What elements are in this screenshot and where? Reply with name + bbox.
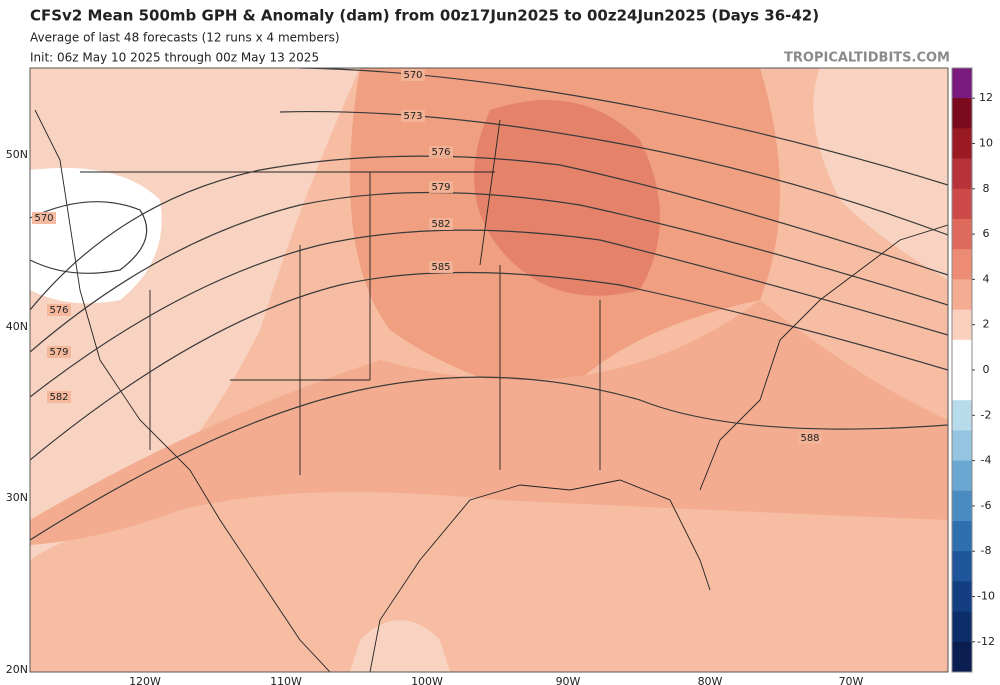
colorbar-swatch <box>952 460 972 492</box>
longitude-label: 110W <box>270 675 302 685</box>
title: CFSv2 Mean 500mb GPH & Anomaly (dam) fro… <box>30 7 819 25</box>
coastline <box>34 109 948 672</box>
contour-label: 585 <box>431 262 450 273</box>
latitude-label: 40N <box>6 320 28 333</box>
contour-label-bg <box>401 69 425 81</box>
colorbar-swatch <box>952 400 972 431</box>
colorbar-swatch <box>952 581 972 613</box>
contour-label: 579 <box>431 182 450 193</box>
colorbar-tick-label: 0 <box>983 363 990 376</box>
colorbar-tick-label: -12 <box>977 635 995 648</box>
contour <box>30 201 148 274</box>
colorbar-swatch <box>952 128 972 160</box>
colorbar-swatch <box>952 370 972 401</box>
colorbar-tick-label: 4 <box>983 272 990 285</box>
colorbar-swatch <box>952 309 972 341</box>
colorbar-tick-label: 2 <box>983 318 990 331</box>
contour-label: 579 <box>49 347 68 358</box>
colorbar-swatch <box>952 188 972 220</box>
contour-label-bg <box>47 304 71 316</box>
colorbar-tick-label: -8 <box>981 544 992 557</box>
colorbar-swatch <box>952 68 972 99</box>
colorbar-swatch <box>952 249 972 280</box>
anomaly-max <box>474 100 660 296</box>
colorbar-tick-label: 8 <box>983 182 990 195</box>
anomaly-neutral <box>30 168 162 304</box>
colorbar-tick-label: -4 <box>981 454 992 467</box>
colorbar-swatch <box>952 490 972 522</box>
latitude-label: 30N <box>6 491 28 504</box>
contour-label-bg <box>47 391 71 403</box>
longitude-label: 90W <box>556 675 581 685</box>
longitude-labels: 120W 110W 100W 90W 80W 70W <box>129 675 863 685</box>
colorbar-swatch <box>952 641 972 673</box>
contour-label-bg <box>429 218 453 230</box>
contour <box>299 68 948 186</box>
contour-label-bg <box>429 146 453 158</box>
state-borders <box>80 119 601 475</box>
contour-label: 570 <box>34 213 53 224</box>
longitude-label: 120W <box>129 675 161 685</box>
contour-label-bg <box>429 181 453 193</box>
contour-label-bg <box>429 261 453 273</box>
colorbar-swatch <box>952 158 972 190</box>
init-time: Init: 06z May 10 2025 through 00z May 13… <box>30 51 319 65</box>
subtitle: Average of last 48 forecasts (12 runs x … <box>30 31 340 45</box>
contour-label: 582 <box>49 392 68 403</box>
latitude-label: 50N <box>6 148 28 161</box>
colorbar-swatch <box>952 219 972 250</box>
map-frame <box>29 67 949 673</box>
contour-label: 582 <box>431 219 450 230</box>
colorbar-swatch <box>952 430 972 462</box>
colorbar-swatch <box>952 611 972 643</box>
contour-label-bg <box>798 432 822 444</box>
contour <box>30 271 948 461</box>
contour-label-bg <box>47 346 71 358</box>
credit: TROPICALTIDBITS.COM <box>784 51 950 66</box>
colorbar-swatch <box>952 279 972 311</box>
longitude-label: 80W <box>698 675 723 685</box>
longitude-label: 100W <box>411 675 443 685</box>
contour-label: 570 <box>403 70 422 81</box>
contour-label: 576 <box>49 305 68 316</box>
colorbar-swatch <box>952 98 972 129</box>
contour <box>30 229 948 398</box>
contour-label-bg <box>401 110 425 122</box>
colorbar-swatch <box>952 521 972 552</box>
colorbar-tick-label: 6 <box>983 227 990 240</box>
contour-label: 573 <box>403 111 422 122</box>
colorbar-tick-label: 10 <box>979 137 993 150</box>
contour <box>279 110 948 236</box>
longitude-label: 70W <box>839 675 864 685</box>
contour <box>30 376 948 541</box>
map: 570 573 576 579 582 585 588 570 576 579 582 <box>29 67 949 673</box>
anomaly-light <box>813 68 948 280</box>
colorbar-tick-label: -2 <box>981 408 992 421</box>
colorbar-tick-label: 12 <box>979 91 993 104</box>
colorbar-tick-label: -10 <box>977 590 995 603</box>
contour-label: 576 <box>431 147 450 158</box>
latitude-labels: 50N 40N 30N 20N <box>6 148 28 676</box>
contour-label: 588 <box>800 433 819 444</box>
contour-labels: 570 573 576 579 582 585 588 570 576 579 582 <box>32 69 822 444</box>
contour-label-bg <box>32 212 56 224</box>
colorbar-tick-label: -6 <box>981 499 992 512</box>
colorbar-swatch <box>952 339 972 371</box>
latitude-label: 20N <box>6 663 28 676</box>
anomaly-band <box>30 300 948 545</box>
colorbar-swatch <box>952 551 972 582</box>
anomaly-light <box>350 620 450 672</box>
colorbar: 12 10 8 6 4 2 0 -2 -4 -6 -8 -10 -12 <box>951 67 995 673</box>
